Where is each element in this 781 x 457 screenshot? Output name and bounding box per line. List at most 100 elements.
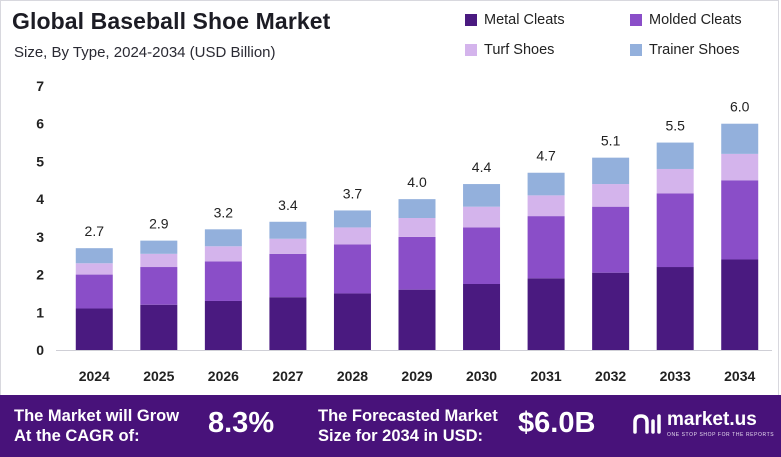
legend-label-molded-cleats: Molded Cleats [649,12,742,28]
y-tick-label: 1 [36,304,44,320]
y-tick-label: 6 [36,116,44,132]
bar-segment [204,261,242,301]
legend-item-turf-shoes: Turf Shoes [465,42,630,58]
bar-segment [592,184,630,207]
bar-segment [656,142,694,169]
forecast-label-line2: Size for 2034 in USD: [318,427,484,445]
bar-segment [527,195,565,217]
bar-segment [269,221,307,239]
bar-segment [204,246,242,262]
bar-segment [75,263,113,275]
bar-total-label: 3.2 [214,204,234,220]
legend-label-turf-shoes: Turf Shoes [484,42,555,58]
forecast-label: The Forecasted Market Size for 2034 in U… [318,406,498,446]
bar-segment [140,253,178,268]
x-tick-label: 2034 [724,368,755,384]
stacked-bar-chart: 0 1 2 3 4 5 6 7 2.7 2.9 3.2 3.4 3.7 4.0 4.4 4.7 5.1 5.5 6… [36,78,772,384]
bar-segment [656,267,694,350]
bar-segment [527,278,565,350]
bar-total-label: 4.4 [472,159,492,175]
legend-label-metal-cleats: Metal Cleats [484,12,565,28]
bar-segment [269,238,307,254]
y-tick-label: 5 [36,153,44,169]
bar-segment [463,184,501,207]
bar-total-label: 4.0 [407,174,427,190]
cagr-label-line2: At the CAGR of: [14,427,140,445]
bar-segment [140,240,178,254]
bar-total-label: 5.5 [665,118,685,134]
bar-segment [721,123,759,154]
y-tick-label: 7 [36,78,44,94]
legend-swatch-turf-shoes [465,44,477,56]
brand-tagline: ONE STOP SHOP FOR THE REPORTS [667,432,775,438]
bar-segment [75,248,113,264]
chart-legend: Metal Cleats Molded Cleats Turf Shoes Tr… [465,12,775,58]
x-tick-label: 2025 [143,368,174,384]
bar-total-label: 2.9 [149,216,169,232]
bar-segment [463,206,501,228]
bar-segment [721,153,759,181]
bar-segment [527,216,565,279]
x-tick-label: 2027 [272,368,303,384]
bar-segment [656,193,694,268]
x-axis: 2024 2025 2026 2027 2028 2029 2030 2031 2032 2033… [56,350,772,384]
bar-total-label: 6.0 [730,99,750,115]
bar-total-label: 3.4 [278,197,298,213]
x-tick-label: 2029 [401,368,432,384]
bar-total-label: 2.7 [85,223,105,239]
bar-segment [269,253,307,298]
legend-swatch-trainer-shoes [630,44,642,56]
bar-segment [398,199,436,218]
bar-segment [333,293,371,350]
cagr-value: 8.3% [208,407,275,439]
x-tick-label: 2026 [208,368,239,384]
x-tick-label: 2032 [595,368,626,384]
market-us-logo-icon [633,413,661,434]
bar-segment [204,300,242,350]
bar-segment [592,157,630,185]
bar-total-label: 5.1 [601,133,621,149]
bar-segment [592,272,630,350]
bar-segment [721,180,759,260]
x-tick-label: 2024 [79,368,110,384]
legend-swatch-metal-cleats [465,14,477,26]
y-axis: 0 1 2 3 4 5 6 7 [36,78,44,358]
y-tick-label: 0 [36,342,44,358]
bar-segment [398,218,436,237]
bar-segment [333,210,371,228]
bar-segment [333,244,371,294]
bar-segment [592,206,630,273]
bar-segment [527,172,565,196]
forecast-label-line1: The Forecasted Market [318,407,498,425]
bar-segment [656,168,694,194]
x-tick-label: 2033 [660,368,691,384]
bar-segment [463,227,501,284]
bar-segment [140,304,178,350]
cagr-label-line1: The Market will Grow [14,407,180,425]
bar-segment [75,274,113,309]
bar-segment [398,289,436,350]
x-tick-label: 2031 [531,368,562,384]
cagr-label: The Market will Grow At the CAGR of: [14,406,179,446]
x-tick-label: 2028 [337,368,368,384]
bar-total-label: 4.7 [536,148,556,164]
legend-label-trainer-shoes: Trainer Shoes [649,42,740,58]
bar-total-label: 3.7 [343,185,363,201]
legend-item-metal-cleats: Metal Cleats [465,12,630,28]
bar-group: 2.7 2.9 3.2 3.4 3.7 4.0 4.4 4.7 5.1 5.5 6.0 [75,99,759,350]
legend-item-molded-cleats: Molded Cleats [630,12,780,28]
footer-banner: The Market will Grow At the CAGR of: 8.3… [0,395,781,457]
legend-swatch-molded-cleats [630,14,642,26]
bar-segment [463,284,501,350]
forecast-value: $6.0B [518,407,596,439]
bar-segment [140,267,178,305]
bar-segment [269,297,307,350]
bar-segment [721,259,759,350]
y-tick-label: 2 [36,267,44,283]
brand-name: market.us [667,409,757,430]
bar-segment [333,227,371,245]
chart-subtitle: Size, By Type, 2024-2034 (USD Billion) [14,44,276,61]
x-tick-label: 2030 [466,368,497,384]
bar-segment [398,236,436,290]
y-tick-label: 3 [36,229,44,245]
